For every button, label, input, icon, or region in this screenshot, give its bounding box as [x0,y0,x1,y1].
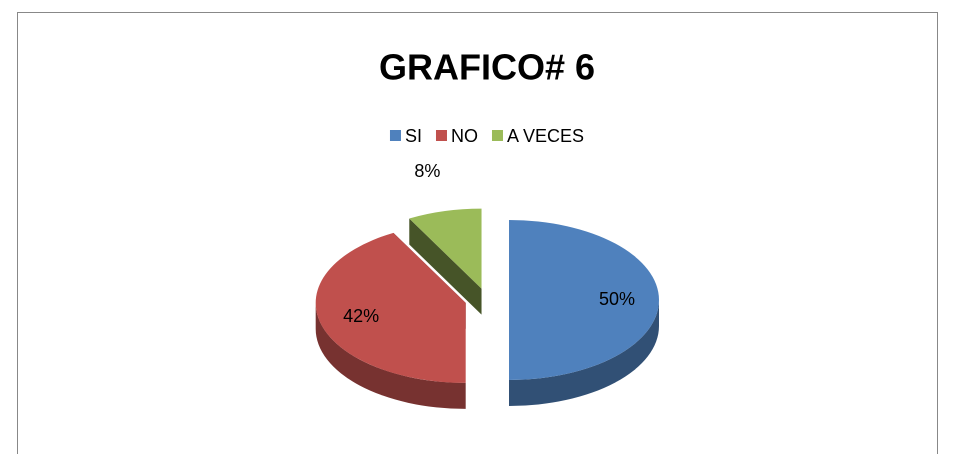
legend: SI NO A VECES [389,126,584,146]
legend-swatch [389,130,401,141]
slice [409,208,482,315]
slice-side [315,302,466,409]
slice-top [509,220,659,380]
legend-swatch [491,130,503,141]
legend-label: A VECES [507,126,584,146]
data-label: 50% [599,289,635,309]
legend-swatch [435,130,447,141]
slice-wall [409,218,482,315]
slice-top [315,232,466,383]
legend-label: SI [405,126,422,146]
slice-top [409,208,482,289]
chart-title: GRAFICO# 6 [379,47,595,88]
slice-side [509,300,659,406]
data-label: 8% [414,161,440,181]
slice [315,232,466,409]
legend-label: NO [451,126,478,146]
slice [509,220,659,406]
data-label: 42% [343,306,379,326]
